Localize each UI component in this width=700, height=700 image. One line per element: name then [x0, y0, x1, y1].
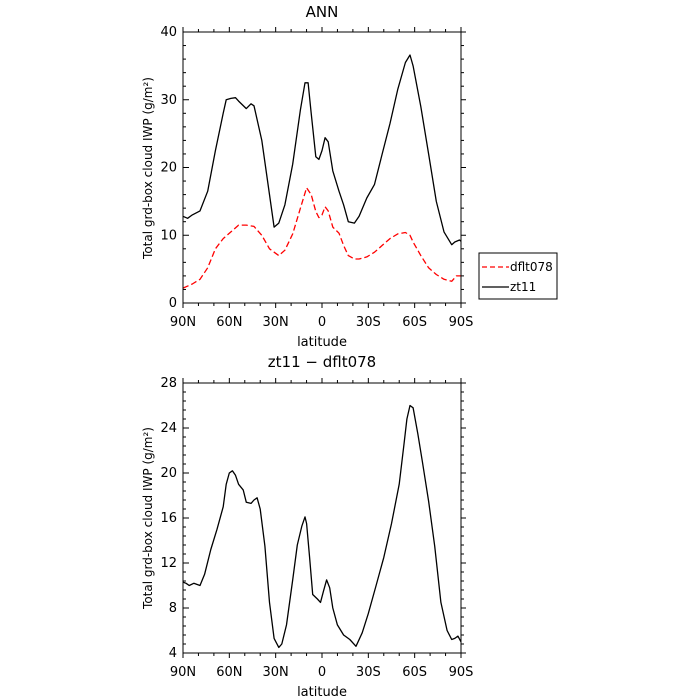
bottom-chart-y-tick-label: 12	[160, 556, 177, 571]
legend-frame	[478, 252, 558, 300]
top-chart-y-tick-labels: 0 10 20 30 40	[160, 25, 177, 311]
top-chart-x-tick-labels: 90N 60N 30N 0 30S 60S 90S	[170, 315, 474, 330]
top-chart-plot-frame	[182, 31, 462, 304]
bottom-chart-y-tick-label: 20	[160, 466, 177, 481]
bottom-chart-x-tick-label: 30S	[356, 665, 381, 680]
bottom-chart-y-axis-label: Total grd-box cloud IWP (g/m²)	[141, 427, 155, 610]
bottom-chart-y-tick-labels: 4 8 12 16 20 24 28	[160, 376, 177, 661]
top-chart-y-tick-label: 0	[169, 296, 177, 311]
top-chart-y-tick-label: 20	[160, 161, 177, 176]
bottom-chart-x-tick-labels: 90N 60N 30N 0 30S 60S 90S	[170, 665, 474, 680]
bottom-chart-title: zt11 − dflt078	[268, 353, 376, 371]
bottom-chart-y-tick-label: 4	[169, 646, 177, 661]
bottom-chart-plot-frame	[182, 382, 462, 654]
top-chart-ticks	[182, 27, 466, 308]
bottom-chart-y-tick-label: 16	[160, 511, 177, 526]
bottom-chart-x-tick-label: 90N	[170, 665, 196, 680]
top-chart-x-tick-label: 90S	[449, 315, 474, 330]
top-chart-x-tick-label: 30N	[263, 315, 289, 330]
bottom-chart-y-tick-label: 28	[160, 376, 177, 391]
bottom-chart-series	[182, 404, 462, 649]
legend-entry-zt11: zt11	[510, 280, 536, 294]
top-chart-x-axis-label: latitude	[297, 335, 347, 350]
top-chart-y-tick-label: 30	[160, 93, 177, 108]
top-chart-x-tick-label: 60N	[216, 315, 242, 330]
chart-legend: dflt078 zt11	[478, 252, 558, 300]
bottom-chart-y-tick-label: 8	[169, 601, 177, 616]
bottom-chart-x-tick-label: 0	[318, 665, 326, 680]
top-chart-y-axis-label: Total grd-box cloud IWP (g/m²)	[141, 77, 155, 260]
top-chart-x-tick-label: 60S	[402, 315, 427, 330]
bottom-chart-x-tick-label: 90S	[449, 665, 474, 680]
top-chart-series-line-dflt078	[182, 187, 461, 289]
top-chart-x-tick-label: 0	[318, 315, 326, 330]
bottom-chart-y-tick-label: 24	[160, 421, 177, 436]
bottom-chart-x-tick-label: 30N	[263, 665, 289, 680]
bottom-panel-difference: zt11 − dflt078 4 8 12 16 20 24 28 90N 60N 30N 0 30…	[141, 353, 473, 700]
bottom-chart-ticks	[182, 378, 466, 658]
top-chart-x-tick-label: 30S	[356, 315, 381, 330]
bottom-chart-x-axis-label: latitude	[297, 685, 347, 700]
legend-entry-dflt078: dflt078	[510, 260, 553, 274]
top-chart-x-tick-label: 90N	[170, 315, 196, 330]
top-chart-y-tick-label: 40	[160, 25, 177, 40]
bottom-chart-x-tick-label: 60S	[402, 665, 427, 680]
top-chart-series	[182, 54, 462, 289]
top-chart-title: ANN	[306, 3, 339, 21]
top-chart-y-tick-label: 10	[160, 228, 177, 243]
top-chart-series-line-zt11	[182, 54, 462, 246]
bottom-chart-x-tick-label: 60N	[216, 665, 242, 680]
bottom-chart-series-line	[182, 404, 462, 649]
top-panel-ann: ANN 0 10 20 30 40 90N 60N 30N 0 30S 60S 90S latitu…	[141, 3, 558, 350]
